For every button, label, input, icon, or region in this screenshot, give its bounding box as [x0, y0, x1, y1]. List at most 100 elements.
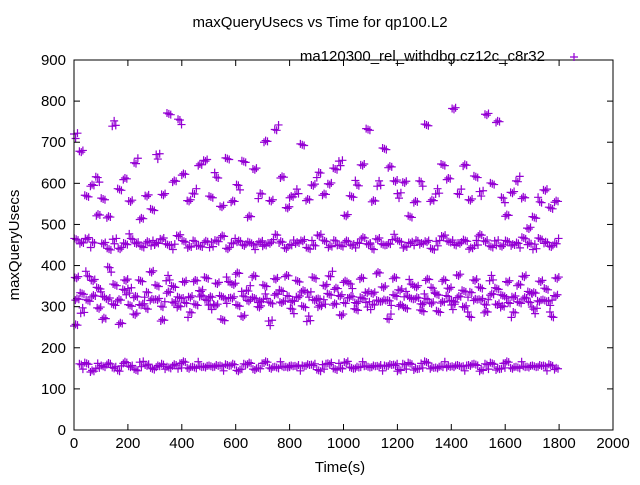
- data-point: [158, 303, 167, 312]
- data-point: [448, 104, 457, 113]
- data-point: [375, 176, 384, 185]
- legend-plus-icon: [570, 53, 578, 61]
- data-point: [401, 303, 410, 312]
- data-point: [466, 196, 475, 205]
- data-point: [298, 237, 307, 246]
- data-point: [212, 173, 221, 182]
- data-point: [146, 363, 155, 372]
- data-point: [167, 241, 176, 249]
- data-point: [268, 299, 277, 308]
- data-point: [302, 196, 311, 205]
- data-point: [206, 192, 215, 201]
- data-point: [273, 273, 282, 282]
- data-point: [397, 238, 406, 247]
- data-point: [261, 289, 270, 298]
- x-tick-label: 1800: [542, 435, 575, 452]
- data-point: [527, 303, 536, 312]
- data-point: [174, 301, 183, 310]
- data-point: [512, 238, 521, 247]
- data-point: [183, 313, 192, 322]
- data-point: [140, 299, 149, 308]
- data-point: [351, 364, 360, 373]
- data-point: [405, 293, 414, 302]
- data-point: [215, 291, 224, 300]
- data-point: [452, 271, 461, 280]
- data-point: [82, 192, 91, 201]
- data-point: [262, 294, 271, 303]
- data-point: [477, 231, 486, 240]
- data-point: [332, 300, 341, 309]
- data-point: [276, 237, 285, 246]
- data-point: [120, 275, 129, 284]
- data-point: [307, 180, 316, 189]
- data-point: [524, 224, 533, 233]
- data-point: [236, 185, 245, 194]
- data-point: [166, 288, 175, 297]
- data-point: [553, 290, 562, 299]
- y-tick-label: 900: [41, 52, 66, 69]
- data-point: [398, 359, 407, 368]
- data-point: [454, 238, 463, 247]
- data-point: [282, 271, 291, 280]
- data-point: [227, 238, 236, 247]
- y-tick-label: 500: [41, 216, 66, 233]
- data-point: [168, 361, 177, 370]
- data-point: [466, 243, 475, 252]
- data-point: [538, 276, 547, 285]
- data-point: [232, 366, 241, 375]
- data-point: [343, 357, 352, 366]
- data-point: [303, 288, 312, 297]
- data-point: [89, 291, 98, 300]
- data-point: [547, 312, 556, 321]
- data-point: [320, 236, 329, 245]
- data-point: [178, 277, 187, 286]
- data-point: [81, 267, 90, 276]
- data-point: [545, 308, 554, 317]
- data-point: [256, 189, 265, 198]
- data-point: [80, 191, 89, 200]
- data-point: [406, 239, 415, 248]
- y-tick-label: 800: [41, 93, 66, 110]
- data-point: [504, 358, 513, 367]
- data-point: [399, 243, 408, 252]
- data-point: [360, 234, 369, 243]
- data-point: [294, 293, 303, 302]
- data-point: [315, 231, 324, 240]
- data-point: [116, 318, 125, 327]
- data-point: [339, 278, 348, 287]
- data-point: [437, 231, 446, 240]
- data-point: [195, 286, 204, 295]
- data-point: [378, 143, 387, 152]
- data-point: [96, 303, 105, 312]
- data-point: [347, 192, 356, 201]
- data-point: [194, 161, 203, 170]
- data-point: [281, 203, 290, 212]
- data-point: [113, 366, 122, 375]
- data-point: [469, 171, 478, 180]
- data-point: [331, 164, 340, 173]
- data-point: [492, 284, 501, 293]
- data-point: [404, 358, 413, 367]
- data-point: [502, 210, 511, 219]
- data-point: [110, 239, 119, 248]
- data-point: [460, 366, 469, 375]
- data-point: [122, 174, 131, 183]
- data-point: [201, 157, 210, 166]
- data-point: [185, 197, 194, 206]
- data-point: [385, 296, 394, 305]
- data-point: [268, 195, 277, 204]
- data-point: [174, 364, 183, 373]
- data-point: [473, 241, 482, 249]
- data-point: [373, 182, 382, 191]
- data-point: [318, 360, 327, 369]
- data-point: [450, 300, 459, 309]
- data-point: [402, 287, 411, 296]
- data-point: [342, 212, 351, 221]
- data-point: [500, 292, 509, 301]
- data-point: [356, 160, 365, 169]
- data-point: [508, 189, 517, 198]
- data-point: [92, 283, 101, 292]
- data-point: [111, 121, 120, 130]
- data-point: [319, 295, 328, 304]
- data-point: [469, 296, 478, 305]
